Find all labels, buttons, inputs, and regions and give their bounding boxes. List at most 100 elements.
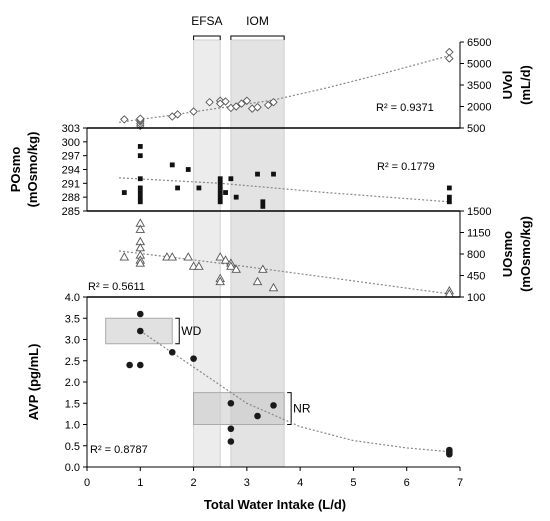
y-axis-title: UOsmo — [500, 231, 515, 277]
x-tick-label: 1 — [137, 477, 143, 489]
y-tick-label: 3500 — [467, 80, 491, 92]
data-point — [136, 361, 144, 369]
data-point — [183, 252, 194, 261]
data-point — [137, 190, 143, 195]
data-point — [242, 96, 252, 106]
data-point — [233, 194, 239, 200]
data-point — [190, 355, 197, 362]
data-point — [120, 115, 129, 124]
panel-uvol: 500 2000 3500 5000 6500 UVol (mL/d) R² = 0.9371 — [118, 37, 533, 135]
y-tick-label: 3.5 — [65, 313, 80, 325]
data-point — [268, 282, 279, 292]
group-box-nr — [193, 392, 285, 425]
y-tick-label: 800 — [467, 249, 485, 261]
panel-avp: 0.0 0.5 1.0 1.5 2.0 2.5 3.0 3.5 4.0 AVP (pg/mL) WD… — [26, 292, 460, 474]
data-point — [217, 194, 223, 200]
group-label: NR — [293, 402, 311, 416]
data-point — [269, 97, 278, 107]
y-axis-title-unit: (mL/d) — [518, 65, 533, 105]
y-tick-label: 2.5 — [65, 356, 80, 368]
data-point — [137, 199, 143, 205]
x-tick-label: 2 — [191, 477, 197, 489]
data-point — [231, 264, 241, 273]
x-tick-label: 7 — [457, 477, 463, 489]
data-point — [220, 255, 231, 264]
data-point — [137, 194, 143, 200]
data-point — [446, 194, 452, 200]
y-axis-title: POsmo — [8, 147, 23, 193]
data-point — [217, 176, 223, 182]
data-point — [215, 276, 225, 286]
y-tick-label: 4.0 — [65, 292, 80, 304]
data-point — [167, 252, 178, 261]
y-axis-title-unit: (mOsmo/kg) — [25, 132, 40, 208]
y-tick-label: 1150 — [467, 228, 491, 240]
group-bracket — [287, 392, 292, 425]
data-point — [270, 402, 277, 409]
data-point — [226, 261, 236, 270]
data-point — [227, 399, 235, 407]
x-axis: 0 1 2 3 4 5 6 7 — [84, 466, 463, 489]
y-tick-label: 2.0 — [65, 377, 80, 389]
band-bracket — [230, 35, 285, 40]
data-point — [119, 252, 130, 261]
data-point — [217, 185, 223, 191]
data-point — [205, 97, 214, 107]
trend-line — [118, 177, 450, 203]
data-point — [258, 264, 268, 273]
data-point — [227, 425, 235, 433]
data-point — [227, 438, 235, 445]
y-tick-label: 288 — [62, 192, 80, 204]
data-point — [221, 97, 230, 106]
data-point — [237, 99, 246, 108]
y-tick-label: 291 — [62, 178, 80, 190]
x-tick-label: 4 — [297, 477, 303, 489]
x-tick-label: 5 — [350, 477, 356, 489]
data-point — [446, 450, 453, 458]
y-tick-label: 6500 — [467, 37, 491, 49]
data-point — [136, 327, 144, 335]
data-point — [217, 190, 223, 195]
y-axis-title: AVP (pg/mL) — [26, 344, 41, 421]
data-point — [254, 412, 261, 420]
data-point — [263, 100, 273, 110]
data-point — [196, 185, 202, 191]
y-tick-label: 1.5 — [65, 398, 80, 410]
data-point — [194, 261, 204, 270]
data-point — [185, 167, 191, 172]
data-point — [253, 102, 262, 112]
data-point — [252, 276, 263, 286]
data-point — [446, 185, 452, 191]
data-point — [137, 176, 143, 182]
y-tick-label: 5000 — [467, 59, 491, 71]
x-tick-label: 6 — [404, 477, 410, 489]
chart-panels: 500 2000 3500 5000 6500 UVol (mL/d) R² = 0.9371… — [8, 37, 533, 474]
r-squared-label: R² = 0.9371 — [376, 102, 434, 114]
y-tick-label: 2000 — [467, 102, 491, 114]
band-label: IOM — [246, 14, 269, 28]
data-point — [217, 199, 223, 205]
data-point — [136, 310, 144, 318]
y-tick-label: 100 — [467, 292, 485, 304]
x-tick-label: 0 — [84, 477, 90, 489]
y-tick-label: 300 — [62, 137, 80, 149]
r-squared-label: R² = 0.8787 — [90, 444, 148, 456]
data-point — [168, 348, 176, 356]
y-tick-label: 294 — [62, 165, 80, 177]
y-tick-label: 1.0 — [65, 420, 80, 432]
data-point — [135, 224, 146, 233]
data-point — [445, 54, 454, 63]
data-point — [137, 144, 143, 149]
data-point — [126, 361, 133, 369]
data-point — [173, 110, 182, 119]
band-bracket — [193, 35, 221, 40]
x-tick-label: 3 — [244, 477, 250, 489]
data-point — [217, 180, 223, 186]
data-point — [255, 171, 260, 177]
y-tick-label: 303 — [62, 123, 80, 135]
data-point — [137, 153, 143, 159]
y-tick-label: 3.0 — [65, 335, 80, 347]
y-axis-title: UVol — [500, 71, 515, 100]
data-point — [223, 190, 228, 195]
